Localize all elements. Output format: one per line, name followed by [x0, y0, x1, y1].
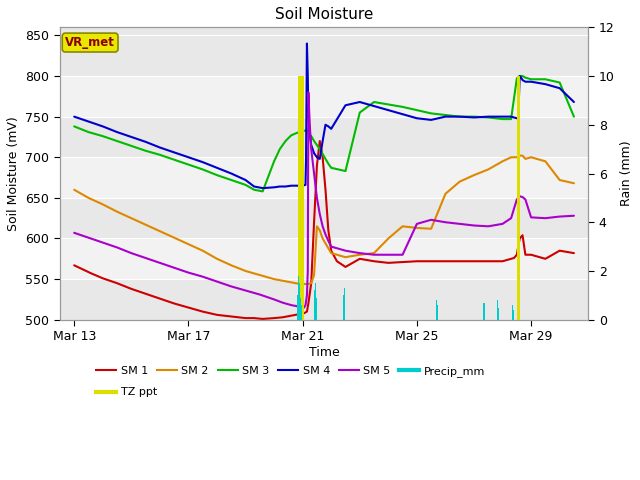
Bar [60, 279, 588, 320]
Y-axis label: Rain (mm): Rain (mm) [620, 141, 633, 206]
Bar [60, 198, 588, 239]
Y-axis label: Soil Moisture (mV): Soil Moisture (mV) [7, 116, 20, 231]
Bar [437, 305, 438, 320]
Bar [60, 117, 588, 157]
Bar [513, 310, 514, 320]
Bar [60, 239, 588, 279]
Title: Soil Moisture: Soil Moisture [275, 7, 373, 22]
Bar [316, 298, 317, 320]
Bar [301, 76, 305, 320]
Bar [436, 300, 437, 320]
Bar [343, 295, 344, 320]
Bar [497, 300, 498, 320]
Bar [300, 298, 301, 320]
Bar [298, 276, 300, 320]
Bar [60, 76, 588, 117]
Bar [60, 27, 588, 76]
Bar [484, 308, 485, 320]
Bar [300, 305, 301, 320]
Bar [516, 76, 520, 320]
Bar [344, 288, 345, 320]
Text: VR_met: VR_met [65, 36, 115, 49]
X-axis label: Time: Time [308, 346, 339, 359]
Bar [512, 305, 513, 320]
Bar [316, 305, 317, 320]
Bar [314, 290, 316, 320]
Bar [298, 283, 299, 320]
Bar [297, 295, 298, 320]
Bar [298, 76, 301, 320]
Bar [299, 283, 300, 320]
Bar [60, 157, 588, 198]
Bar [497, 308, 499, 320]
Legend: TZ ppt: TZ ppt [92, 383, 161, 402]
Bar [483, 303, 484, 320]
Bar [344, 300, 346, 320]
Bar [315, 283, 316, 320]
